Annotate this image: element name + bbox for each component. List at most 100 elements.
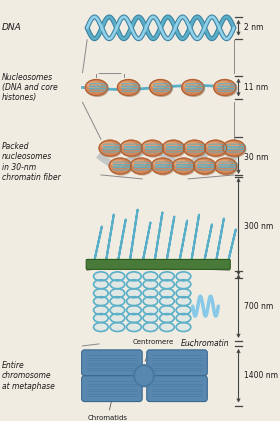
Ellipse shape [176,289,191,298]
Ellipse shape [143,272,158,281]
Ellipse shape [143,297,158,306]
Ellipse shape [160,322,174,331]
Text: Packed
nucleosomes
in 30-nm
chromatin fiber: Packed nucleosomes in 30-nm chromatin fi… [2,142,60,182]
FancyBboxPatch shape [144,366,155,386]
Ellipse shape [110,306,125,314]
Ellipse shape [94,306,108,314]
Text: 700 nm: 700 nm [244,301,273,311]
Ellipse shape [132,160,146,167]
Ellipse shape [110,322,125,331]
Ellipse shape [127,314,141,322]
Ellipse shape [176,297,191,306]
Text: Euchromatin: Euchromatin [181,339,230,349]
Ellipse shape [85,80,107,96]
Ellipse shape [110,289,125,298]
Ellipse shape [109,158,131,174]
Ellipse shape [94,289,108,298]
Ellipse shape [150,80,172,96]
Ellipse shape [130,158,152,174]
Ellipse shape [134,365,154,386]
Ellipse shape [127,280,141,289]
Ellipse shape [110,297,125,306]
Ellipse shape [150,80,172,96]
Ellipse shape [216,82,229,88]
Ellipse shape [127,306,141,314]
FancyBboxPatch shape [82,350,142,376]
Ellipse shape [143,280,158,289]
Text: Centromere: Centromere [132,339,174,361]
Ellipse shape [184,82,197,88]
Ellipse shape [183,140,206,156]
Text: Heterochromatin: Heterochromatin [110,260,175,269]
Text: 11 nm: 11 nm [244,83,268,92]
Ellipse shape [110,280,125,289]
Ellipse shape [214,80,236,96]
Ellipse shape [224,141,246,157]
Ellipse shape [120,82,133,88]
Ellipse shape [99,140,121,156]
Ellipse shape [176,314,191,322]
Ellipse shape [120,140,142,156]
Ellipse shape [223,140,245,156]
Ellipse shape [183,80,205,96]
Ellipse shape [205,140,227,156]
Ellipse shape [176,280,191,289]
Text: 1400 nm: 1400 nm [244,371,278,380]
Ellipse shape [160,297,174,306]
Text: Entire
chromosome
at metaphase: Entire chromosome at metaphase [2,361,55,391]
Ellipse shape [160,289,174,298]
Ellipse shape [143,289,158,298]
Ellipse shape [141,140,163,156]
Ellipse shape [101,143,115,149]
Ellipse shape [117,80,139,96]
Ellipse shape [175,160,188,167]
Text: 2 nm: 2 nm [244,23,263,32]
Ellipse shape [121,141,143,157]
Text: Chromatids: Chromatids [87,402,127,421]
Ellipse shape [176,322,191,331]
Ellipse shape [94,272,108,281]
Ellipse shape [151,158,173,174]
Ellipse shape [94,280,108,289]
FancyBboxPatch shape [86,259,230,269]
Ellipse shape [143,314,158,322]
Ellipse shape [94,297,108,306]
Text: DNA: DNA [2,23,22,32]
Ellipse shape [127,289,141,298]
Ellipse shape [94,314,108,322]
Ellipse shape [88,82,101,88]
Ellipse shape [185,141,206,157]
Ellipse shape [127,297,141,306]
Ellipse shape [152,82,165,88]
FancyBboxPatch shape [82,376,142,402]
Ellipse shape [127,322,141,331]
Ellipse shape [111,160,125,167]
Ellipse shape [207,143,220,149]
Ellipse shape [94,322,108,331]
Text: 300 nm: 300 nm [244,222,273,231]
Ellipse shape [143,306,158,314]
Ellipse shape [160,280,174,289]
Ellipse shape [225,143,238,149]
Ellipse shape [165,143,178,149]
Ellipse shape [176,272,191,281]
Ellipse shape [110,314,125,322]
Ellipse shape [110,159,132,175]
Ellipse shape [182,80,204,96]
Ellipse shape [162,140,185,156]
Ellipse shape [193,158,216,174]
Ellipse shape [160,272,174,281]
Ellipse shape [217,160,230,167]
Ellipse shape [215,80,237,96]
Ellipse shape [153,160,167,167]
Ellipse shape [160,306,174,314]
Ellipse shape [160,314,174,322]
Ellipse shape [215,158,237,174]
Ellipse shape [142,141,164,157]
Ellipse shape [172,158,195,174]
Ellipse shape [118,80,140,96]
Ellipse shape [195,159,216,175]
Ellipse shape [127,272,141,281]
Ellipse shape [176,306,191,314]
Ellipse shape [100,141,122,157]
